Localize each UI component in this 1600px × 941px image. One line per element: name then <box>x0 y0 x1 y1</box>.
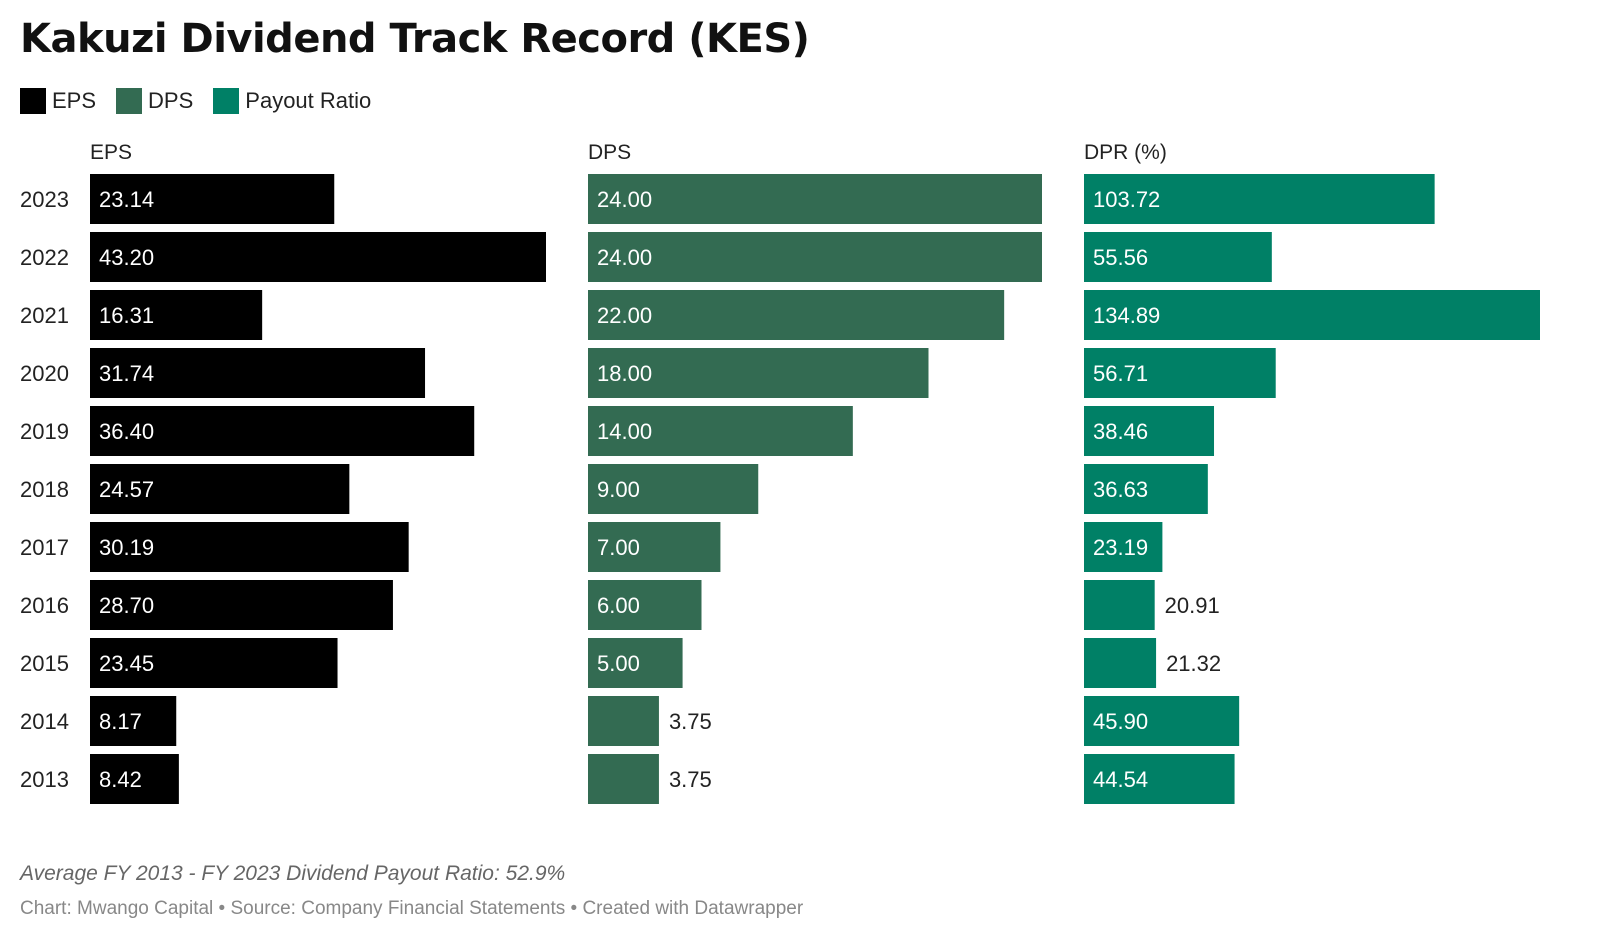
year-label-2014: 2014 <box>20 709 69 734</box>
year-label-2018: 2018 <box>20 477 69 502</box>
dps-value-label-2021: 22.00 <box>597 303 652 328</box>
dps-bar-2022 <box>588 232 1042 282</box>
dpr-bar-2020 <box>1084 348 1276 398</box>
year-label-2023: 2023 <box>20 187 69 212</box>
eps-bar-2016 <box>90 580 393 630</box>
legend-label-eps: EPS <box>52 88 97 113</box>
dpr-value-label-2023: 103.72 <box>1093 187 1160 212</box>
dpr-value-label-2021: 134.89 <box>1093 303 1160 328</box>
dpr-value-label-2015: 21.32 <box>1166 651 1221 676</box>
panel-header-dpr: DPR (%) <box>1084 141 1167 164</box>
legend-label-dps: DPS <box>148 88 194 113</box>
dps-value-label-2023: 24.00 <box>597 187 652 212</box>
dps-bar-2014 <box>588 696 659 746</box>
year-label-2013: 2013 <box>20 767 69 792</box>
dps-value-label-2013: 3.75 <box>669 767 712 792</box>
legend: EPS DPS Payout Ratio <box>20 88 391 114</box>
dpr-value-label-2013: 44.54 <box>1093 767 1148 792</box>
dps-value-label-2018: 9.00 <box>597 477 640 502</box>
panel-header-dps: DPS <box>588 141 631 164</box>
eps-bar-2022 <box>90 232 546 282</box>
legend-swatch-payout-ratio <box>213 88 240 114</box>
dps-value-label-2019: 14.00 <box>597 419 652 444</box>
dps-bar-2015 <box>588 638 683 688</box>
dpr-bar-2023 <box>1084 174 1435 224</box>
year-label-2019: 2019 <box>20 419 69 444</box>
eps-value-label-2021: 16.31 <box>99 303 154 328</box>
chart-title: Kakuzi Dividend Track Record (KES) <box>20 16 810 62</box>
dpr-value-label-2020: 56.71 <box>1093 361 1148 386</box>
dps-bar-2016 <box>588 580 702 630</box>
dps-value-label-2015: 5.00 <box>597 651 640 676</box>
dpr-bar-2016 <box>1084 580 1155 630</box>
eps-value-label-2023: 23.14 <box>99 187 154 212</box>
dps-bar-2017 <box>588 522 721 572</box>
dps-value-label-2020: 18.00 <box>597 361 652 386</box>
year-label-2015: 2015 <box>20 651 69 676</box>
dpr-value-label-2014: 45.90 <box>1093 709 1148 734</box>
year-label-2022: 2022 <box>20 245 69 270</box>
eps-value-label-2017: 30.19 <box>99 535 154 560</box>
dps-bar-2023 <box>588 174 1042 224</box>
dpr-bar-2019 <box>1084 406 1215 456</box>
eps-value-label-2015: 23.45 <box>99 651 154 676</box>
eps-bar-2023 <box>90 174 335 224</box>
dps-bar-2018 <box>588 464 759 514</box>
dpr-value-label-2016: 20.91 <box>1165 593 1220 618</box>
dpr-bar-2018 <box>1084 464 1208 514</box>
eps-bar-2018 <box>90 464 350 514</box>
dpr-bar-2021 <box>1084 290 1540 340</box>
dps-value-label-2017: 7.00 <box>597 535 640 560</box>
eps-bar-2014 <box>90 696 177 746</box>
dpr-bar-2015 <box>1084 638 1157 688</box>
eps-bar-2019 <box>90 406 475 456</box>
dpr-bar-2013 <box>1084 754 1235 804</box>
eps-bar-2017 <box>90 522 409 572</box>
legend-item-payout-ratio: Payout Ratio <box>213 88 371 114</box>
year-label-2021: 2021 <box>20 303 69 328</box>
eps-value-label-2022: 43.20 <box>99 245 154 270</box>
eps-value-label-2013: 8.42 <box>99 767 142 792</box>
eps-value-label-2020: 31.74 <box>99 361 154 386</box>
legend-item-eps: EPS <box>20 88 96 114</box>
year-label-2016: 2016 <box>20 593 69 618</box>
legend-item-dps: DPS <box>116 88 193 114</box>
eps-bar-2021 <box>90 290 263 340</box>
eps-value-label-2016: 28.70 <box>99 593 154 618</box>
eps-bar-2020 <box>90 348 426 398</box>
dpr-bar-2022 <box>1084 232 1272 282</box>
year-label-2020: 2020 <box>20 361 69 386</box>
dpr-bar-2017 <box>1084 522 1163 572</box>
eps-value-label-2014: 8.17 <box>99 709 142 734</box>
legend-label-payout-ratio: Payout Ratio <box>245 88 372 113</box>
dpr-bar-2014 <box>1084 696 1240 746</box>
panel-header-eps: EPS <box>90 141 132 164</box>
dpr-value-label-2017: 23.19 <box>1093 535 1148 560</box>
chart-credit: Chart: Mwango Capital • Source: Company … <box>20 898 804 919</box>
legend-swatch-eps <box>20 88 46 114</box>
dpr-value-label-2018: 36.63 <box>1093 477 1148 502</box>
dps-value-label-2022: 24.00 <box>597 245 652 270</box>
dps-bar-2013 <box>588 754 659 804</box>
dps-bar-2019 <box>588 406 853 456</box>
dps-bar-2021 <box>588 290 1005 340</box>
year-label-2017: 2017 <box>20 535 69 560</box>
dps-bar-2020 <box>588 348 929 398</box>
dps-value-label-2016: 6.00 <box>597 593 640 618</box>
bar-chart: 2023 2022 2021 2020 2019 2018 2017 2016 2015 2014… <box>20 141 1540 804</box>
dpr-value-label-2022: 55.56 <box>1093 245 1148 270</box>
eps-value-label-2019: 36.40 <box>99 419 154 444</box>
eps-bar-2013 <box>90 754 179 804</box>
legend-swatch-dps <box>116 88 143 114</box>
dps-value-label-2014: 3.75 <box>669 709 712 734</box>
eps-value-label-2018: 24.57 <box>99 477 154 502</box>
eps-bar-2015 <box>90 638 338 688</box>
dpr-value-label-2019: 38.46 <box>1093 419 1148 444</box>
chart-note: Average FY 2013 - FY 2023 Dividend Payou… <box>20 862 566 885</box>
